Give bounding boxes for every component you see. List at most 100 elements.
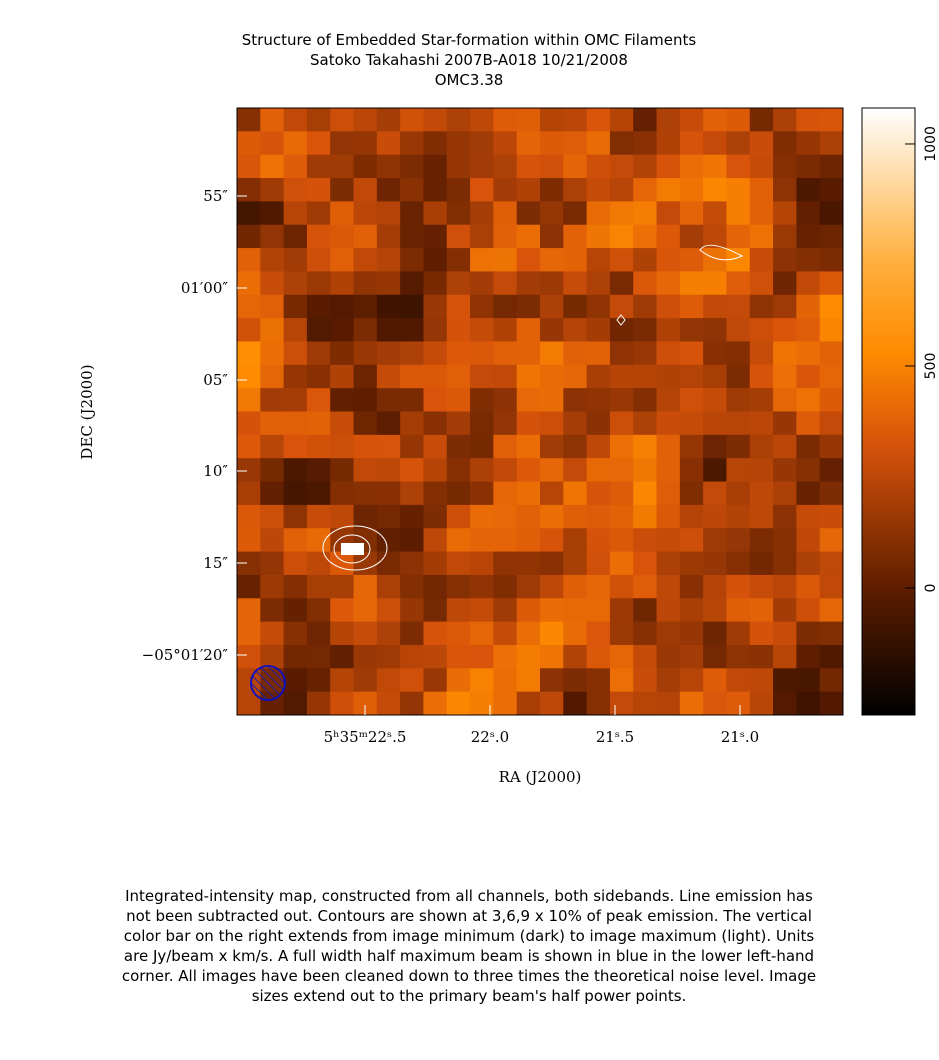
map-pixel — [749, 271, 774, 296]
map-pixel — [540, 598, 564, 623]
map-pixel — [260, 434, 285, 459]
map-pixel — [237, 574, 261, 599]
map-pixel — [586, 458, 611, 483]
map-pixel — [609, 341, 634, 366]
map-pixel — [330, 364, 355, 389]
map-pixel — [376, 691, 401, 715]
map-pixel — [470, 691, 494, 715]
map-pixel — [376, 271, 401, 296]
map-pixel — [796, 411, 821, 436]
map-pixel — [353, 434, 378, 459]
map-pixel — [819, 551, 843, 576]
map-pixel — [493, 178, 518, 202]
map-pixel — [330, 248, 355, 272]
map-pixel — [773, 528, 797, 553]
map-pixel — [540, 154, 564, 179]
map-pixel — [400, 504, 424, 529]
map-pixel — [470, 411, 494, 436]
map-pixel — [400, 294, 424, 319]
map-pixel — [446, 668, 471, 693]
map-pixel — [470, 598, 494, 623]
map-pixel — [586, 154, 611, 179]
map-pixel — [586, 294, 611, 319]
map-pixel — [656, 668, 681, 693]
map-pixel — [283, 504, 308, 529]
map-pixel — [376, 574, 401, 599]
map-pixel — [609, 131, 634, 156]
map-pixel — [749, 598, 774, 623]
map-pixel — [773, 178, 797, 202]
map-pixel — [586, 341, 611, 366]
caption-line: are Jy/beam x km/s. A full width half ma… — [124, 947, 814, 965]
map-pixel — [819, 318, 843, 342]
map-pixel — [796, 224, 821, 249]
map-pixel — [423, 434, 448, 459]
map-pixel — [237, 621, 261, 646]
map-pixel — [283, 528, 308, 553]
map-pixel — [703, 668, 727, 693]
map-pixel — [283, 691, 308, 715]
map-pixel — [400, 248, 424, 272]
map-pixel — [283, 318, 308, 342]
map-pixel — [470, 178, 494, 202]
map-pixel — [237, 528, 261, 553]
map-pixel — [586, 621, 611, 646]
map-pixel — [423, 224, 448, 249]
map-pixel — [633, 668, 658, 693]
map-pixel — [586, 598, 611, 623]
map-pixel — [726, 668, 751, 693]
map-pixel — [726, 388, 751, 412]
map-pixel — [330, 388, 355, 412]
map-pixel — [609, 154, 634, 179]
map-pixel — [773, 458, 797, 483]
map-pixel — [330, 668, 355, 693]
map-pixel — [516, 458, 541, 483]
map-pixel — [819, 364, 843, 389]
map-pixel — [516, 131, 541, 156]
map-pixel — [260, 388, 285, 412]
map-pixel — [470, 458, 494, 483]
map-pixel — [493, 458, 518, 483]
map-pixel — [609, 481, 634, 506]
map-pixel — [376, 341, 401, 366]
map-pixel — [726, 294, 751, 319]
map-pixel — [633, 388, 658, 412]
map-pixel — [306, 341, 331, 366]
map-pixel — [283, 131, 308, 156]
map-pixel — [516, 644, 541, 669]
map-pixel — [656, 131, 681, 156]
map-pixel — [773, 598, 797, 623]
map-pixel — [796, 271, 821, 296]
map-pixel — [656, 318, 681, 342]
map-pixel — [353, 668, 378, 693]
map-pixel — [726, 434, 751, 459]
map-pixel — [540, 318, 564, 342]
subtitle: Satoko Takahashi 2007B-A018 10/21/2008 — [310, 51, 628, 69]
map-pixel — [446, 621, 471, 646]
y-tick-label: 55″ — [203, 187, 228, 205]
map-pixel — [400, 388, 424, 412]
map-pixel — [796, 668, 821, 693]
map-pixel — [563, 644, 588, 669]
map-pixel — [493, 481, 518, 506]
map-pixel — [353, 481, 378, 506]
map-pixel — [330, 598, 355, 623]
map-pixel — [586, 108, 611, 132]
map-pixel — [563, 271, 588, 296]
map-pixel — [819, 201, 843, 226]
map-pixel — [633, 458, 658, 483]
map-pixel — [237, 178, 261, 202]
map-pixel — [679, 271, 704, 296]
map-pixel — [540, 178, 564, 202]
map-pixel — [423, 668, 448, 693]
map-pixel — [353, 458, 378, 483]
map-pixel — [493, 504, 518, 529]
map-pixel — [260, 131, 285, 156]
map-pixel — [376, 178, 401, 202]
map-pixel — [400, 318, 424, 342]
map-pixel — [376, 504, 401, 529]
map-pixel — [586, 691, 611, 715]
map-pixel — [679, 691, 704, 715]
map-pixel — [516, 178, 541, 202]
map-pixel — [749, 644, 774, 669]
